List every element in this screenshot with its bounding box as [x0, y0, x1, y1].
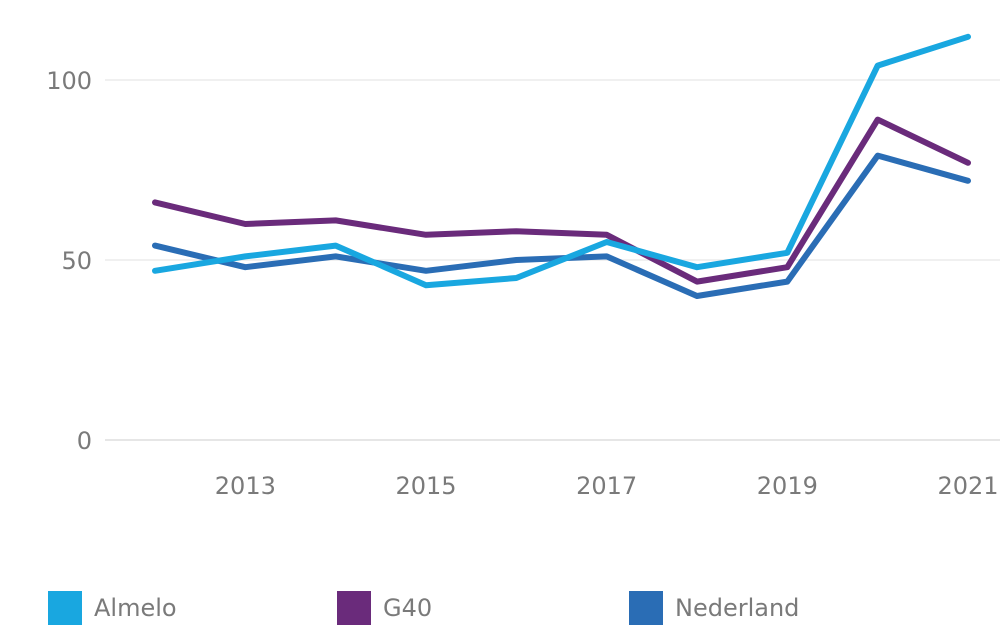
y-tick-label: 0: [77, 427, 92, 455]
legend-swatch-nederland: [629, 591, 663, 625]
legend-item-g40[interactable]: G40: [337, 588, 432, 628]
x-tick-label: 2015: [395, 472, 456, 500]
x-tick-label: 2021: [937, 472, 998, 500]
x-tick-label: 2019: [757, 472, 818, 500]
legend-swatch-almelo: [48, 591, 82, 625]
legend-label-g40: G40: [383, 594, 433, 622]
y-tick-label: 100: [46, 67, 92, 95]
x-axis-ticks: 2013 2015 2017 2019 2021: [215, 472, 999, 500]
legend-item-almelo[interactable]: Almelo: [48, 588, 177, 628]
x-tick-label: 2013: [215, 472, 276, 500]
legend-item-nederland[interactable]: Nederland: [629, 588, 799, 628]
series-line-almelo[interactable]: [152, 33, 971, 289]
y-tick-label: 50: [61, 247, 92, 275]
legend-label-nederland: Nederland: [675, 594, 800, 622]
series-lines: [152, 33, 971, 299]
series-line-g40[interactable]: [152, 116, 971, 285]
x-tick-label: 2017: [576, 472, 637, 500]
legend-label-almelo: Almelo: [94, 594, 177, 622]
legend-swatch-g40: [337, 591, 371, 625]
y-axis-ticks: 0 50 100: [46, 67, 92, 455]
legend: Almelo G40 Nederland: [0, 588, 1000, 632]
